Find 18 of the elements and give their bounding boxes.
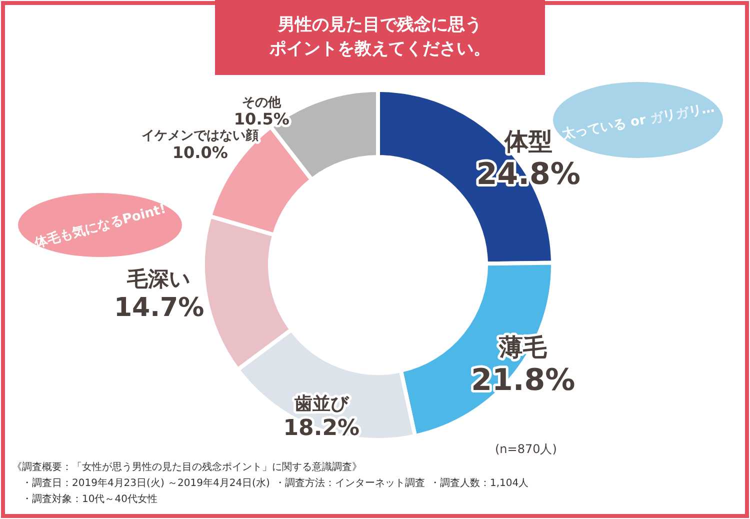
- data-label: 10.5%: [234, 110, 290, 129]
- text: ・調査方法：インターネット調査: [275, 477, 425, 489]
- slice-label: 歯並び: [293, 394, 350, 415]
- data-label: 18.2%: [283, 416, 360, 441]
- text: 太っている or ガリガリ…: [560, 100, 716, 142]
- text: ・調査対象：10代～40代女性: [22, 493, 158, 505]
- data-label: 14.7%: [114, 292, 204, 323]
- text: 体毛も気になるPoint!: [32, 200, 168, 252]
- text: ・調査日：2019年4月23日(火) ～2019年4月24日(水): [22, 477, 270, 489]
- chart-title: 男性の見た目で残念に思うポイントを教えてください。: [268, 15, 490, 59]
- text: ・調査人数：1,104人: [430, 477, 529, 489]
- data-label: 10.0%: [172, 142, 228, 162]
- text: (n=870人): [495, 442, 557, 456]
- slice-label: イケメンではない顔: [142, 127, 259, 144]
- text: 《調査概要：「女性が思う男性の見た目の残念ポイント」に関する意識調査》: [12, 461, 362, 473]
- slice-label: 毛深い: [126, 266, 192, 291]
- slice-label: 体型: [503, 127, 552, 156]
- slice-label: その他: [242, 95, 282, 110]
